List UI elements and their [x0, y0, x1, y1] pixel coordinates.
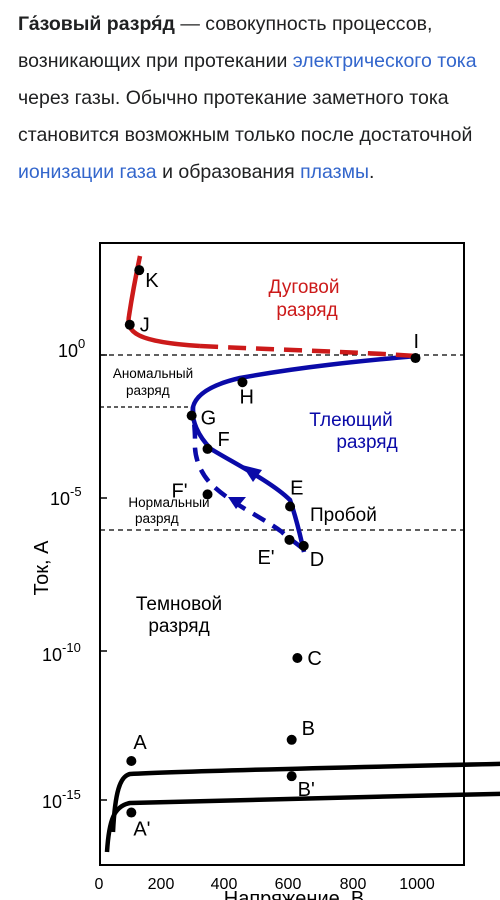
point-j — [124, 319, 135, 330]
region-abnormal-line1: Аномальный — [113, 366, 193, 381]
arrow-glow-down — [228, 497, 246, 509]
region-normal-line2: разряд — [135, 511, 179, 526]
point-e — [285, 501, 296, 512]
point-label-b: B — [302, 718, 315, 740]
curve-arc-dashed — [199, 343, 417, 359]
y-tick-1-base: 10 — [50, 489, 70, 509]
point-label-k: K — [145, 270, 159, 292]
point-label-g: G — [201, 408, 217, 430]
region-arc-line2: разряд — [276, 300, 337, 321]
intro-text-3: и образования — [156, 161, 301, 183]
point-e-prime — [284, 534, 295, 545]
point-label-e: E — [290, 478, 303, 500]
x-tick-600: 600 — [275, 876, 302, 893]
intro-text-2: через газы. Обычно протекание заметного … — [18, 87, 473, 146]
curve-dark-lower — [104, 791, 500, 853]
y-tick-0-base: 10 — [58, 341, 78, 361]
y-tick-2-exp: -10 — [62, 640, 81, 655]
y-tick-0-exp: 0 — [78, 336, 85, 351]
svg-text:10-10: 10-10 — [42, 640, 81, 665]
curve-dark-upper — [110, 761, 500, 833]
region-glow-line1: Тлеющий — [309, 410, 393, 431]
intro-text-1: — совокупность процессов, возникающих пр… — [18, 13, 433, 72]
point-labels: A A' B B' C D E E' F F' GH I J K — [133, 270, 419, 840]
point-label-f: F — [218, 429, 230, 451]
x-tick-200: 200 — [148, 876, 175, 893]
point-label-b-prime: B' — [298, 779, 315, 801]
region-dark-line2: разряд — [148, 616, 209, 637]
point-f — [202, 443, 213, 454]
discharge-iv-chart: A A' B B' C D E E' F F' GH I J K Дуговой разряд Тлеющ… — [31, 242, 500, 900]
intro-text-4: . — [369, 161, 375, 183]
y-tick-3: 10-15 — [42, 787, 81, 812]
point-label-d: D — [310, 549, 324, 571]
x-tick-800: 800 — [340, 876, 367, 893]
point-label-a-prime: A' — [133, 819, 150, 841]
point-k — [134, 265, 145, 276]
point-label-a: A — [133, 732, 147, 754]
link-plasma[interactable]: плазмы — [300, 161, 369, 183]
point-label-i: I — [414, 331, 420, 353]
point-label-e-prime: E' — [257, 547, 274, 569]
curve-arc-solid — [126, 255, 201, 349]
point-a-prime — [126, 807, 137, 818]
point-label-f-prime: F' — [172, 480, 188, 502]
link-electric-current[interactable]: электрического тока — [292, 50, 477, 72]
region-breakdown: Пробой — [310, 505, 377, 526]
article-intro: Га́зовый разря́д — совокупность процессо… — [18, 6, 488, 191]
y-tick-1-exp: -5 — [70, 484, 82, 499]
curve-glow-dashed — [190, 406, 304, 550]
x-tick-400: 400 — [211, 876, 238, 893]
svg-text:10-5: 10-5 — [50, 484, 82, 509]
curve-glow-main — [190, 353, 417, 553]
y-tick-2-base: 10 — [42, 645, 62, 665]
y-tick-3-base: 10 — [42, 792, 62, 812]
point-label-j: J — [140, 315, 150, 337]
point-b-prime — [286, 771, 297, 782]
region-abnormal-line2: разряд — [126, 383, 170, 398]
x-tick-1000: 1000 — [399, 876, 435, 893]
point-i — [410, 353, 421, 364]
x-axis-label: Напряжение, В — [224, 888, 364, 900]
point-f-prime — [202, 489, 213, 500]
region-arc-line1: Дуговой — [269, 277, 340, 298]
point-markers — [124, 265, 421, 818]
point-g — [186, 410, 197, 421]
region-dark-line1: Темновой — [136, 594, 222, 615]
y-tick-3-exp: -15 — [62, 787, 81, 802]
point-c — [292, 653, 303, 663]
svg-text:10-15: 10-15 — [42, 787, 81, 812]
region-normal-line1: Нормальный — [128, 495, 209, 510]
point-b — [286, 734, 297, 745]
arrow-glow-up — [242, 465, 262, 482]
article-term: Га́зовый разря́д — [18, 13, 175, 35]
y-tick-1: 10-5 — [50, 484, 82, 509]
point-label-c: C — [307, 648, 321, 670]
x-tick-0: 0 — [95, 876, 104, 893]
point-a — [126, 756, 137, 767]
link-gas-ionization[interactable]: ионизации газа — [18, 161, 157, 183]
point-d — [298, 540, 309, 551]
y-tick-2: 10-10 — [42, 640, 81, 665]
y-tick-0: 100 — [58, 336, 85, 361]
point-h — [237, 377, 248, 388]
plot-frame — [99, 242, 465, 866]
point-label-h: H — [239, 386, 253, 408]
region-glow-line2: разряд — [336, 432, 397, 453]
y-axis-label: Ток, А — [31, 540, 53, 596]
svg-text:100: 100 — [58, 336, 85, 361]
